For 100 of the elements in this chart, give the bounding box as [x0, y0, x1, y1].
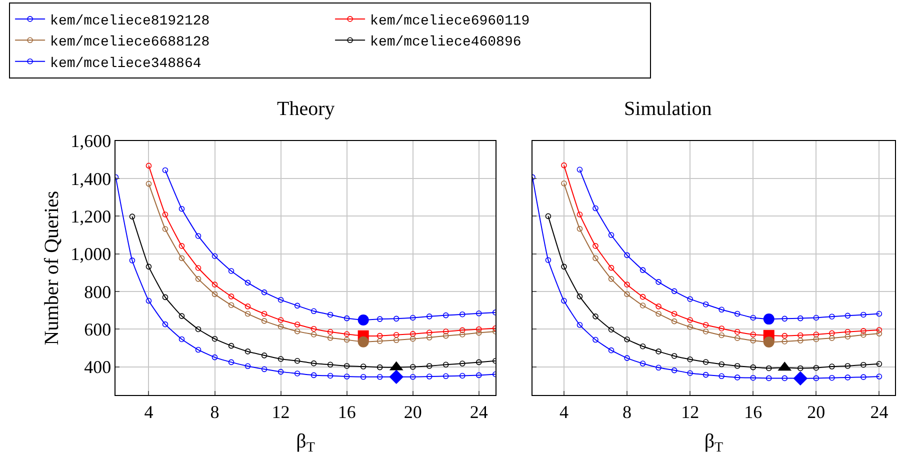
- y-tick-label: 800: [84, 282, 112, 302]
- legend-label: kem/mceliece6960119: [370, 13, 530, 30]
- point: [640, 267, 646, 273]
- point: [129, 214, 136, 220]
- point: [294, 322, 300, 328]
- point: [702, 328, 709, 334]
- point: [624, 355, 630, 361]
- point: [410, 331, 416, 337]
- point: [212, 253, 218, 260]
- point: [178, 206, 185, 212]
- point: [244, 304, 251, 310]
- point: [798, 338, 804, 344]
- point: [876, 361, 882, 367]
- point: [410, 364, 416, 370]
- point: [640, 302, 646, 308]
- point: [344, 336, 350, 343]
- point: [376, 374, 383, 380]
- point: [459, 332, 466, 338]
- point: [327, 335, 334, 341]
- point: [734, 374, 740, 380]
- point: [671, 353, 678, 359]
- point: [750, 364, 756, 370]
- point: [360, 374, 366, 380]
- point: [327, 312, 334, 318]
- point: [829, 364, 835, 370]
- point: [702, 301, 709, 308]
- point: [592, 205, 598, 212]
- point: [261, 318, 268, 324]
- point: [860, 328, 866, 334]
- point: [426, 330, 432, 336]
- x-tick-label: 16: [338, 402, 356, 422]
- point: [212, 336, 218, 342]
- y-tick-label: 400: [84, 357, 112, 378]
- point: [476, 372, 482, 378]
- point: [195, 265, 202, 271]
- point: [162, 321, 168, 328]
- x-tick-label: 24: [470, 402, 488, 422]
- point: [702, 359, 709, 365]
- point: [278, 296, 284, 303]
- point: [426, 334, 432, 340]
- point: [310, 360, 317, 366]
- point: [212, 354, 218, 360]
- point: [244, 280, 251, 286]
- point: [261, 366, 268, 372]
- point: [782, 332, 788, 339]
- point: [310, 372, 317, 378]
- x-tick-label: 12: [681, 402, 700, 422]
- point: [718, 326, 724, 332]
- point: [640, 343, 646, 350]
- point: [278, 324, 284, 330]
- point: [545, 213, 552, 220]
- point: [718, 373, 724, 380]
- point: [178, 336, 185, 342]
- point: [310, 326, 317, 332]
- point: [228, 302, 234, 308]
- point: [763, 336, 774, 348]
- x-axis-title: β$_{T}$: [704, 430, 724, 456]
- point: [146, 298, 152, 304]
- point: [442, 332, 449, 339]
- point: [393, 316, 400, 322]
- point: [687, 370, 693, 376]
- x-tick-label: 20: [404, 402, 422, 422]
- point: [278, 356, 284, 362]
- point: [624, 336, 630, 342]
- point: [294, 358, 300, 364]
- point: [561, 162, 567, 168]
- point: [813, 364, 820, 371]
- point: [294, 370, 300, 376]
- point: [624, 291, 630, 298]
- point: [442, 362, 449, 368]
- point: [576, 294, 583, 300]
- point: [750, 338, 756, 344]
- point: [829, 314, 835, 320]
- point: [561, 264, 567, 270]
- point: [671, 367, 678, 374]
- point: [294, 302, 300, 309]
- y-tick-label: 1,200: [70, 206, 112, 226]
- point: [876, 330, 882, 336]
- point: [734, 363, 740, 369]
- point: [261, 352, 268, 358]
- y-tick-label: 1,400: [70, 168, 112, 189]
- point: [278, 317, 284, 323]
- point: [844, 363, 851, 369]
- point: [195, 346, 202, 353]
- legend-label: kem/mceliece6688128: [50, 34, 210, 51]
- point: [178, 255, 185, 262]
- point: [671, 288, 678, 294]
- point: [876, 374, 882, 380]
- point: [656, 364, 662, 371]
- point: [327, 362, 334, 368]
- point: [844, 334, 851, 340]
- point: [576, 166, 583, 173]
- point: [813, 336, 820, 342]
- point: [576, 226, 583, 232]
- point: [442, 328, 449, 334]
- point: [459, 311, 466, 318]
- point: [310, 308, 317, 314]
- point: [813, 375, 820, 382]
- point: [389, 370, 404, 384]
- point: [545, 257, 552, 263]
